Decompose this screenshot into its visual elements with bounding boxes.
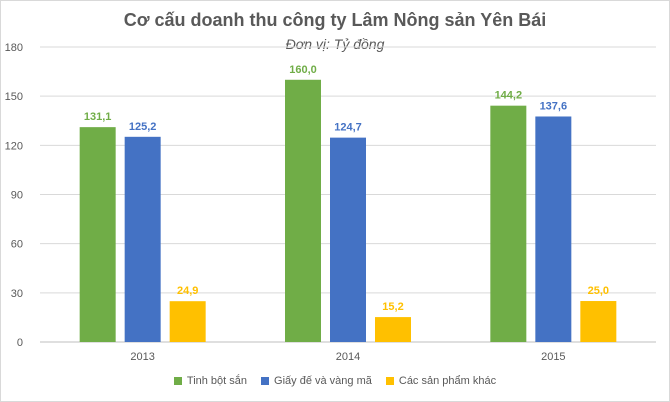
y-tick-label: 120 [5, 140, 23, 152]
y-tick-label: 150 [5, 91, 23, 103]
chart-subtitle: Đơn vị: Tỷ đồng [285, 36, 385, 52]
legend-label: Tinh bột sắn [186, 375, 248, 387]
bar [330, 137, 366, 342]
legend-swatch [261, 377, 270, 385]
data-label: 15,2 [382, 301, 403, 313]
bar [285, 79, 321, 343]
y-tick-label: 60 [11, 239, 23, 251]
bar [124, 136, 161, 342]
bar [79, 127, 116, 343]
bar [580, 301, 617, 342]
data-label: 24,9 [177, 285, 198, 297]
data-label: 160,0 [289, 64, 317, 76]
bar [535, 116, 572, 342]
data-label: 125,2 [129, 121, 157, 133]
legend-label: Giấy đế và vàng mã [274, 375, 372, 387]
x-tick-label: 2013 [130, 351, 154, 363]
y-tick-label: 180 [5, 42, 23, 54]
data-label: 137,6 [540, 100, 568, 112]
data-label: 144,2 [495, 90, 523, 102]
bar [490, 105, 527, 342]
x-tick-label: 2014 [336, 351, 360, 363]
legend-item: Các sản phẩm khác [385, 375, 497, 387]
data-label: 131,1 [84, 111, 112, 123]
legend-item: Giấy đế và vàng mã [261, 375, 372, 387]
legend-swatch [173, 377, 182, 385]
data-label: 124,7 [334, 122, 362, 134]
y-tick-label: 90 [11, 190, 23, 202]
y-tick-label: 30 [11, 288, 23, 300]
bar [169, 301, 206, 342]
chart-legend: Tinh bột sắn Giấy đế và vàng mã Các sản ph… [1, 375, 669, 387]
y-tick-label: 0 [17, 337, 23, 349]
bar [375, 317, 411, 342]
legend-item: Tinh bột sắn [173, 375, 248, 387]
legend-swatch [385, 377, 394, 385]
legend-label: Các sản phẩm khác [398, 375, 497, 387]
x-tick-label: 2015 [541, 351, 565, 363]
chart-title: Cơ cấu doanh thu công ty Lâm Nông sản Yê… [123, 10, 547, 30]
data-label: 25,0 [588, 285, 609, 297]
